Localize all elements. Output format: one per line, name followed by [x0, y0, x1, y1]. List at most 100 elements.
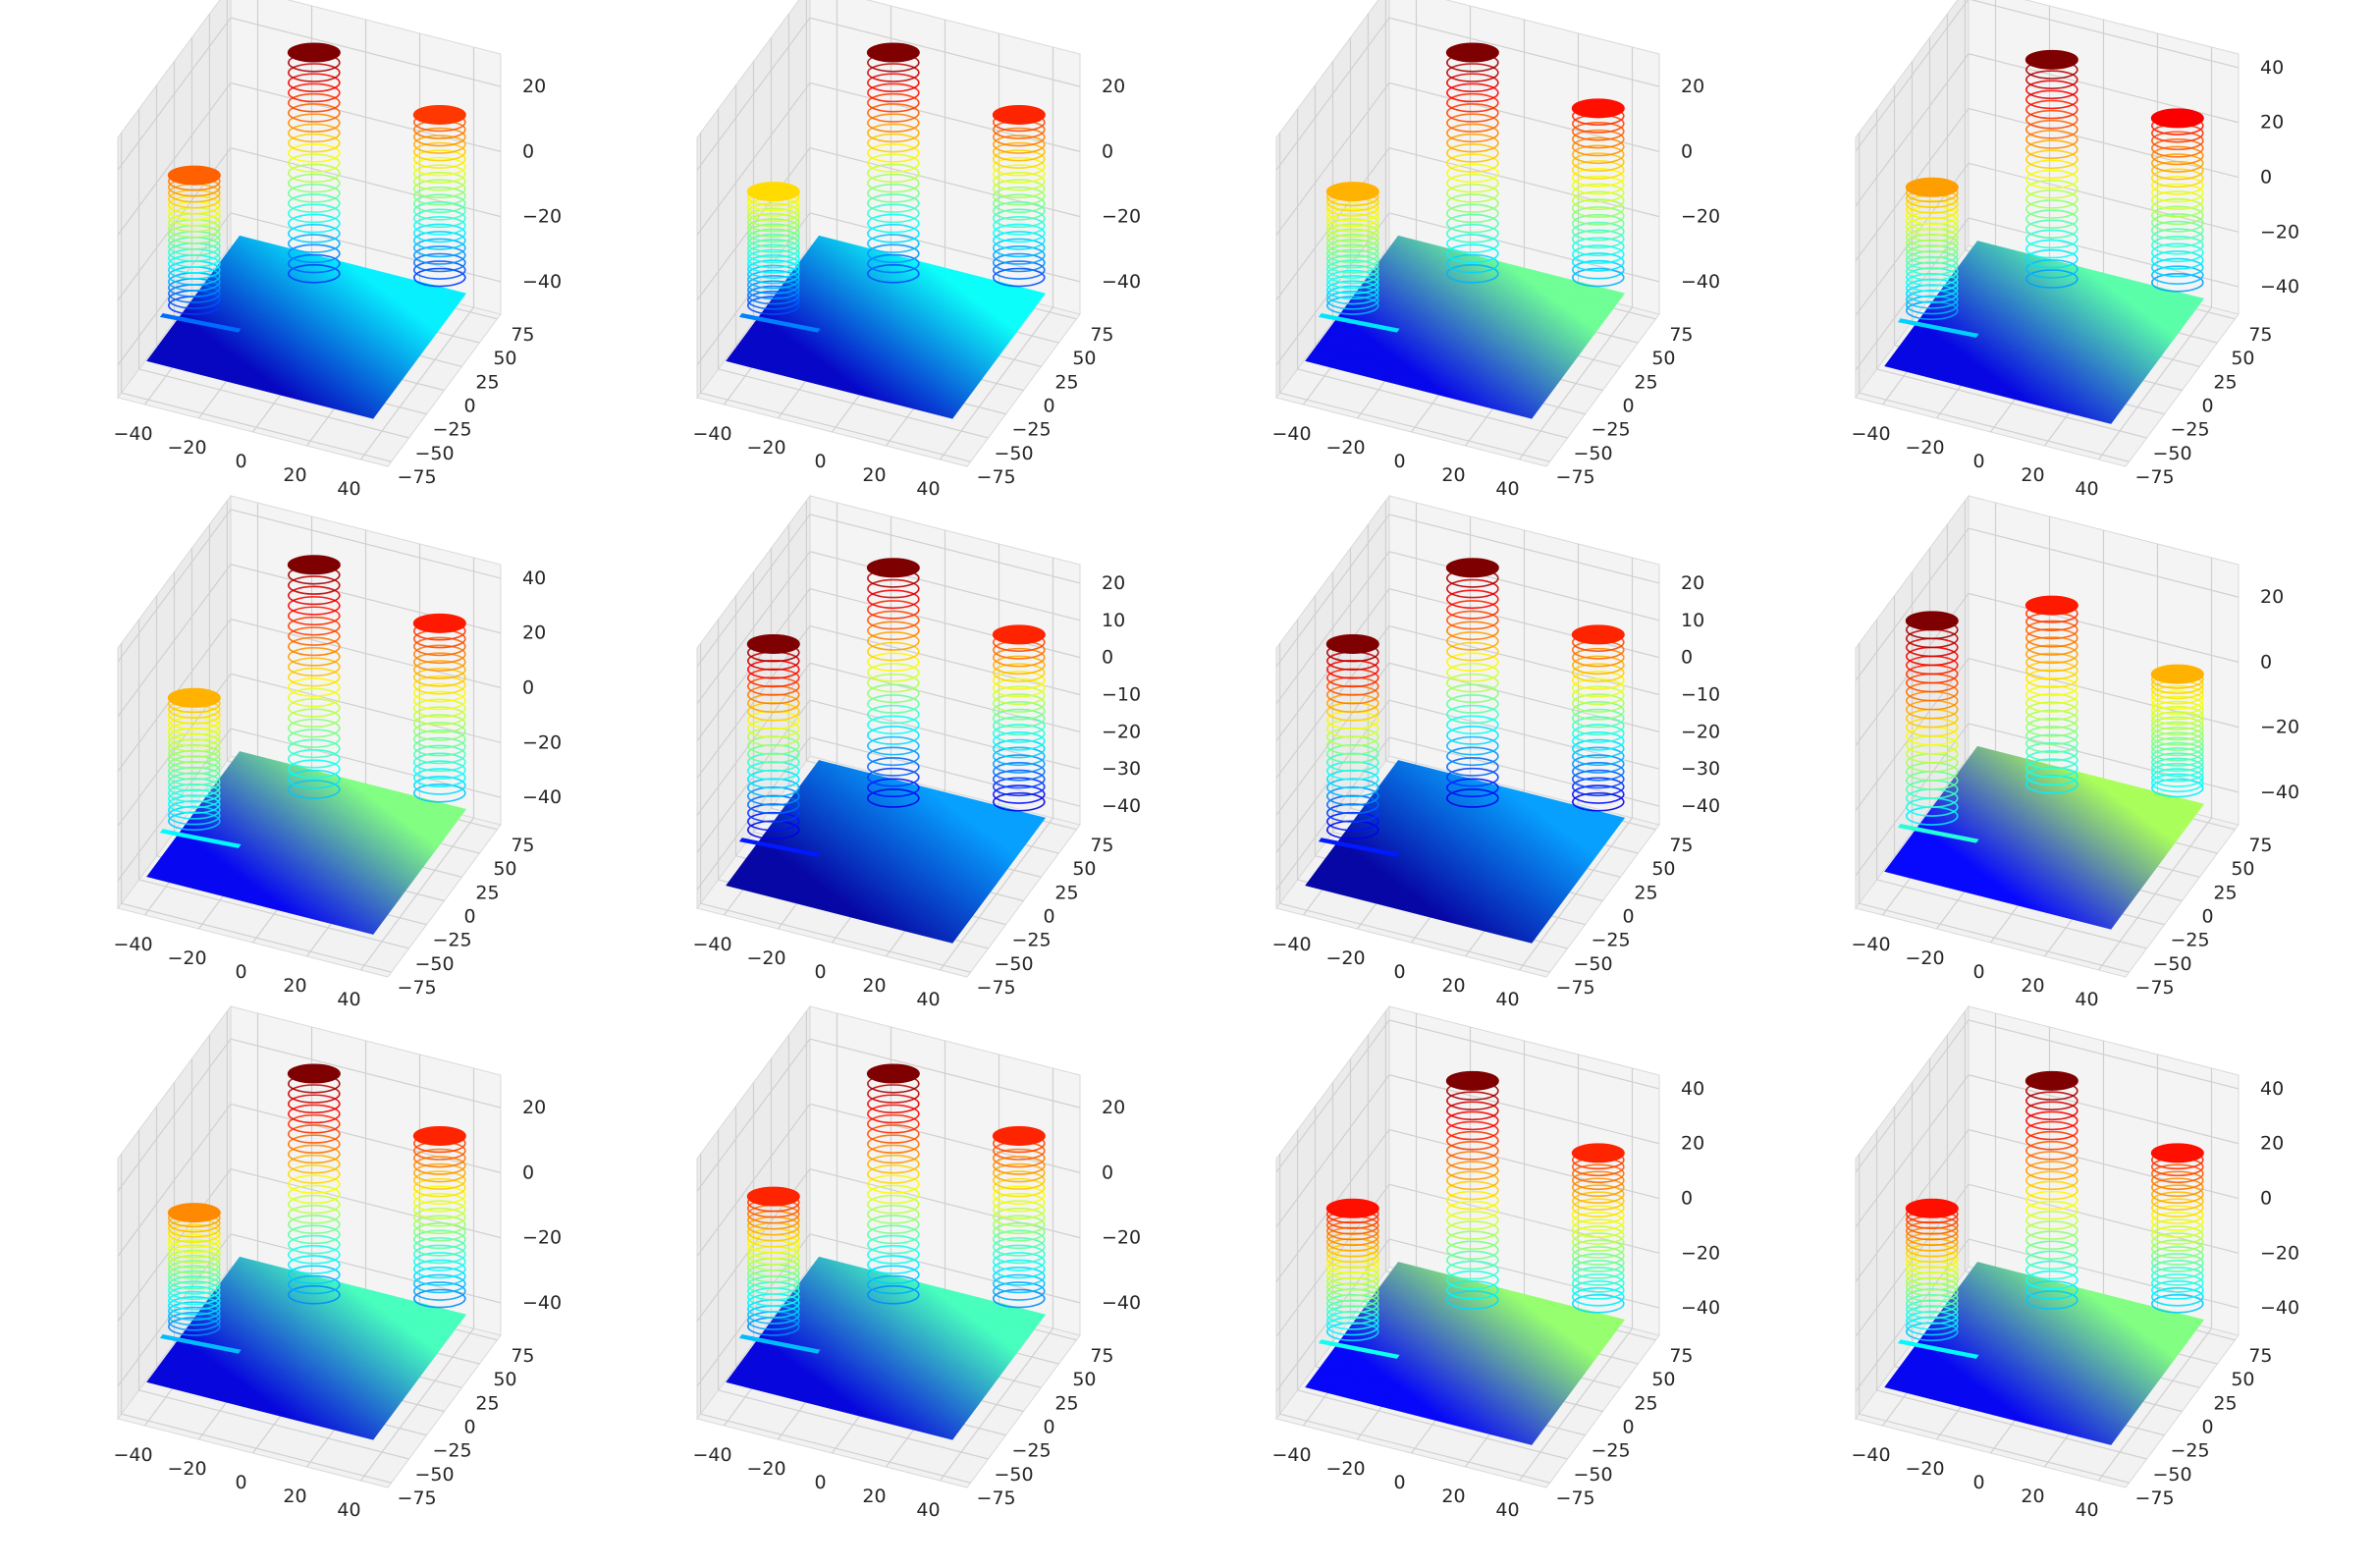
cylinder-ring [288, 1104, 341, 1124]
cylinder-ring [1446, 1190, 1499, 1211]
cylinder-ring [747, 202, 800, 223]
cylinder-ring [993, 708, 1046, 729]
cylinder-ring [1572, 663, 1625, 682]
cylinder-ring [1572, 1170, 1625, 1191]
cylinder-ring [992, 104, 1046, 125]
y-tick-label: −75 [398, 1487, 437, 1509]
cylinder-ring [168, 1244, 221, 1265]
cylinder-ring [1905, 611, 1959, 631]
cylinder-ring [1446, 1130, 1499, 1151]
z-gridline [117, 1038, 502, 1192]
cylinder-ring [2025, 120, 2078, 139]
cylinder-ring [2151, 1239, 2204, 1259]
tall-cylinder [866, 558, 920, 808]
cylinder-ring [288, 82, 341, 103]
cylinder-ring [1446, 1110, 1499, 1131]
cylinder-ring [1446, 113, 1499, 134]
cylinder-ring [2151, 183, 2204, 203]
chart-panel-r2c3: −40 −20 0 20 40 −75 −50 −25 0 25 50 75 −40 −30 −20 −10 0… [1198, 494, 1748, 1021]
gridlines [1275, 0, 1660, 462]
z-tick-label: −10 [1681, 684, 1720, 706]
chart-panel-r3c3: −40 −20 0 20 40 −75 −50 −25 0 25 50 75 −40 −20 0 20 40 [1198, 1004, 1748, 1532]
tall-cylinder [1445, 1070, 1499, 1310]
y-tick-label: −50 [2153, 1464, 2192, 1486]
z-gridline [1275, 1019, 1660, 1173]
cylinder-ring [1446, 641, 1499, 662]
cylinder-ring [1572, 1246, 1625, 1266]
cylinder-ring [867, 163, 920, 184]
cylinder-ring [1326, 1271, 1379, 1291]
ground-strip [159, 829, 242, 848]
z-tick-label: −20 [522, 1227, 562, 1249]
x-gridline [1519, 558, 1634, 971]
cylinder-ring [2151, 705, 2204, 726]
cylinder-ring [413, 238, 466, 258]
ground-strip [1897, 824, 1979, 843]
cylinder-ring [413, 1281, 466, 1301]
cylinder-ring [2025, 1091, 2078, 1110]
cylinder-ring [1906, 1249, 1959, 1269]
ground-plane [146, 235, 467, 419]
z-tick-label: 0 [2260, 651, 2272, 673]
cylinder-ring [993, 671, 1046, 690]
cylinder-ring [2025, 169, 2078, 189]
chart-panel-r1c2: −40 −20 0 20 40 −75 −50 −25 0 25 50 75 −40 −20 0 20 [619, 0, 1168, 511]
ground-strip [1318, 313, 1400, 333]
cylinder-ring [867, 1154, 920, 1174]
cylinder-ring [413, 783, 466, 803]
cylinder-ring [993, 1170, 1046, 1190]
cylinder-ring [1446, 1161, 1499, 1180]
y-tick-label: −25 [1591, 930, 1630, 951]
z-gridline [117, 728, 502, 882]
cylinder-ring [993, 1252, 1046, 1271]
cylinder-ring [1572, 1177, 1625, 1198]
y-tick-label: 50 [493, 858, 516, 880]
cylinder-ring [413, 682, 466, 703]
z-tick-label: 20 [522, 76, 546, 97]
z-gridline [696, 624, 1081, 779]
x-tick-label: −40 [113, 1444, 152, 1466]
cylinder-ring [2025, 248, 2078, 269]
z-gridline [1855, 217, 2240, 371]
y-gridline [699, 643, 971, 973]
cylinder-ring [1571, 1143, 1625, 1163]
cylinder-ring [747, 275, 800, 295]
cylinder-ring [993, 164, 1046, 184]
x-tick-label: −20 [746, 947, 785, 969]
cylinder-ring [1446, 1141, 1499, 1161]
cylinder-ring [867, 1224, 920, 1245]
cylinder-ring [2151, 1280, 2204, 1300]
cylinder-ring [168, 1306, 221, 1326]
cylinder-ring [2151, 1198, 2204, 1217]
y-tick-label: 25 [1054, 1392, 1078, 1414]
cylinder-ring [1325, 1198, 1379, 1218]
z-gridline [696, 1103, 1081, 1257]
cylinder-ring [867, 224, 920, 243]
cylinder-ring [2150, 664, 2204, 684]
x-tick-label: 20 [1441, 464, 1465, 486]
cylinder-ring [993, 754, 1046, 774]
cylinder-ring [747, 239, 800, 258]
y-tick-label: 75 [1669, 324, 1693, 346]
cylinder-ring [2025, 1230, 2078, 1250]
y-tick-label: −25 [1011, 419, 1051, 441]
x-tick-label: 40 [916, 989, 940, 1010]
cylinder-ring [867, 113, 920, 134]
cylinder-ring [1446, 1151, 1499, 1170]
ground-strip [738, 838, 821, 857]
cylinder-ring [168, 1301, 221, 1322]
cylinder-ring [1446, 631, 1499, 651]
cylinder-ring [867, 767, 920, 787]
cylinder-ring [2025, 159, 2078, 180]
chart-panel-r1c1: −40 −20 0 20 40 −75 −50 −25 0 25 50 75 −40 −20 0 20 [39, 0, 589, 511]
z-tick-label: 0 [1102, 647, 1113, 669]
cylinder-ring [1572, 1253, 1625, 1272]
cylinder-ring [413, 267, 466, 288]
cylinder-ring [993, 135, 1046, 154]
cylinder-ring [288, 769, 341, 789]
z-tick-label: −20 [2260, 717, 2299, 738]
cylinder-ring [1572, 1267, 1625, 1286]
cylinder-ring [1572, 1198, 1625, 1217]
